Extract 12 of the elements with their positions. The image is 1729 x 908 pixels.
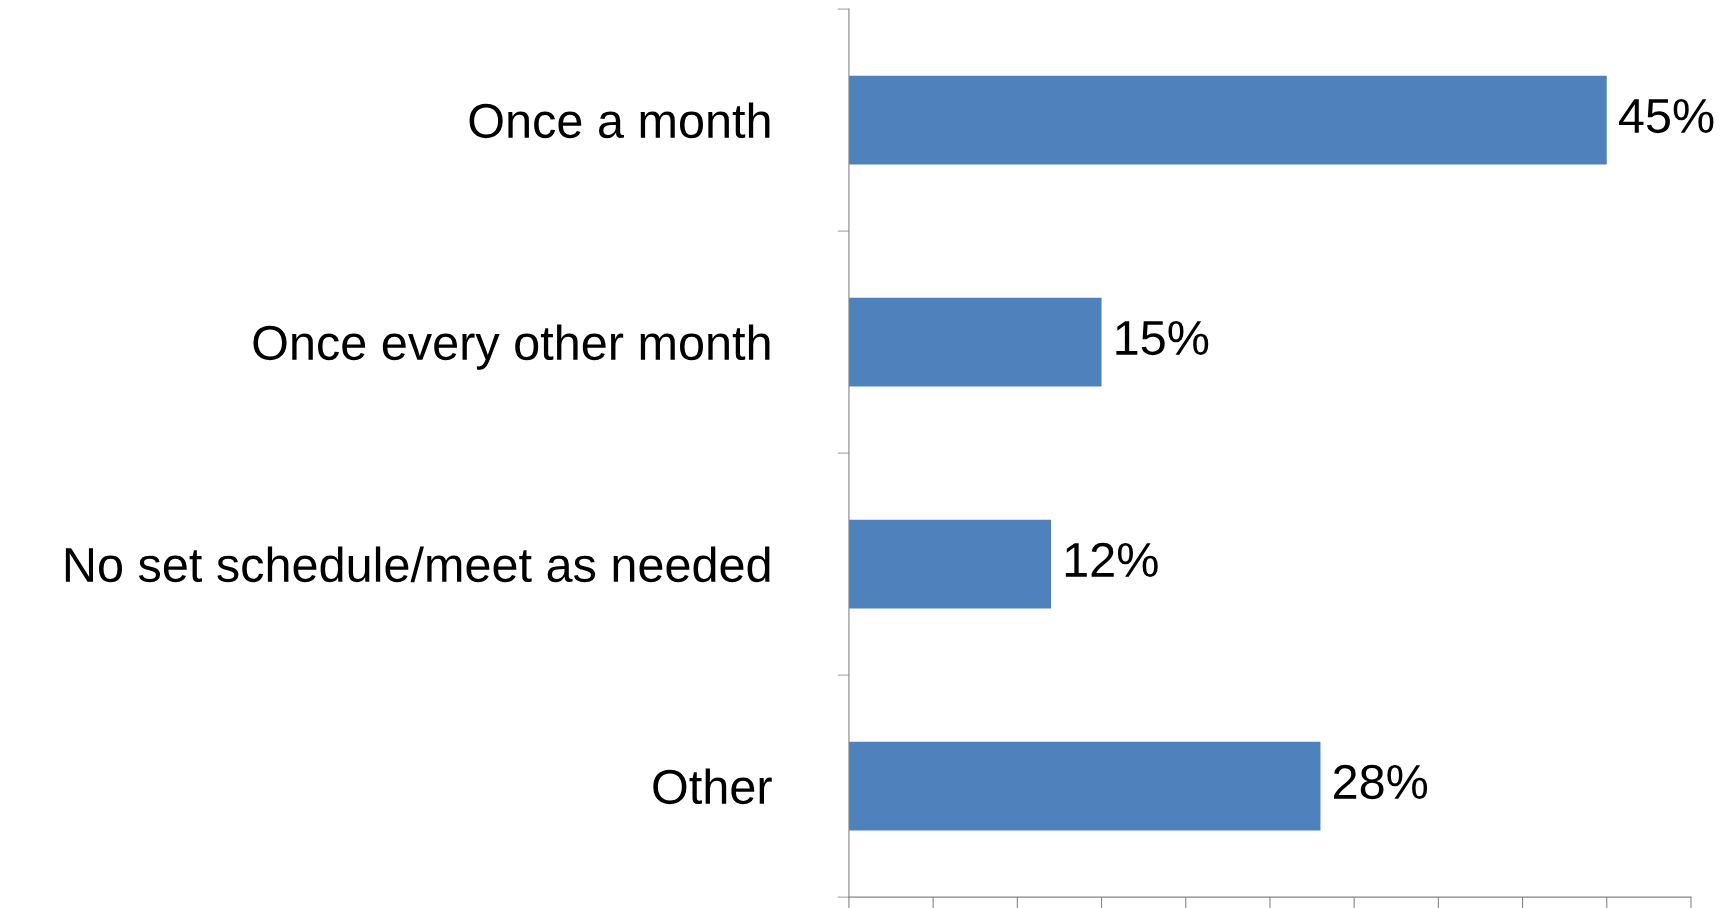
y-tick-label: Once every other month [253,324,770,370]
y-tick-label: Other [653,768,772,805]
y-tick-label: Once a month [469,102,770,139]
data-label: 15% [1116,320,1209,356]
y-tick-label: No set schedule/meet as needed [65,546,770,583]
bar [848,741,1321,831]
data-label: 28% [1334,764,1428,800]
data-label: 12% [1065,542,1158,577]
bar [848,519,1052,609]
bar [848,297,1102,387]
data-label: 45% [1618,98,1714,134]
bar [848,75,1607,165]
